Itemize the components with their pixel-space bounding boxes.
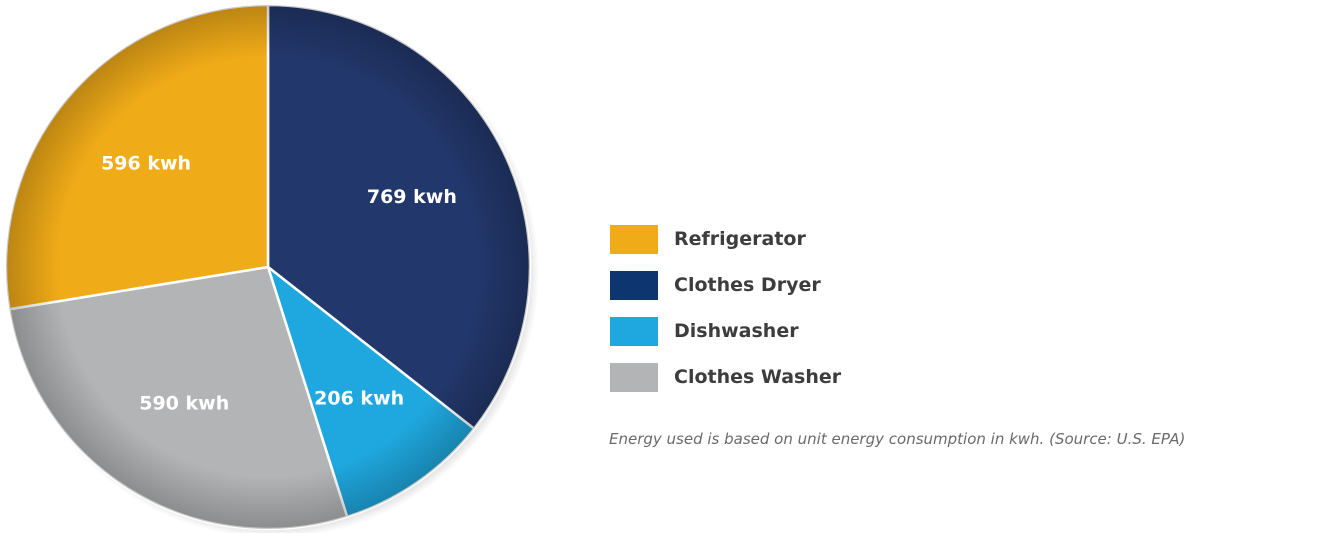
legend-item-clothes-washer: Clothes Washer (610, 362, 1010, 392)
legend-label-dishwasher: Dishwasher (674, 320, 799, 342)
pie-chart: 769 kwh 206 kwh 590 kwh 596 kwh (4, 3, 539, 533)
legend-swatch-clothes-dryer (610, 270, 658, 300)
legend-swatch-clothes-washer (610, 362, 658, 392)
source-footnote: Energy used is based on unit energy cons… (609, 430, 1186, 448)
pie-value-label-refrigerator: 596 kwh (101, 152, 191, 174)
legend-label-refrigerator: Refrigerator (674, 228, 806, 250)
pie-value-label-clothes-dryer: 769 kwh (367, 186, 457, 208)
legend-item-clothes-dryer: Clothes Dryer (610, 270, 1010, 300)
legend-swatch-dishwasher (610, 316, 658, 346)
legend: Refrigerator Clothes Dryer Dishwasher Cl… (610, 224, 1010, 408)
legend-label-clothes-washer: Clothes Washer (674, 366, 842, 388)
legend-item-refrigerator: Refrigerator (610, 224, 1010, 254)
legend-swatch-refrigerator (610, 224, 658, 254)
pie-slices (4, 3, 532, 531)
legend-item-dishwasher: Dishwasher (610, 316, 1010, 346)
pie-slice-labels: 769 kwh 206 kwh 590 kwh 596 kwh (101, 152, 457, 414)
pie-value-label-dishwasher: 206 kwh (314, 387, 404, 409)
pie-value-label-clothes-washer: 590 kwh (139, 392, 229, 414)
legend-label-clothes-dryer: Clothes Dryer (674, 274, 821, 296)
